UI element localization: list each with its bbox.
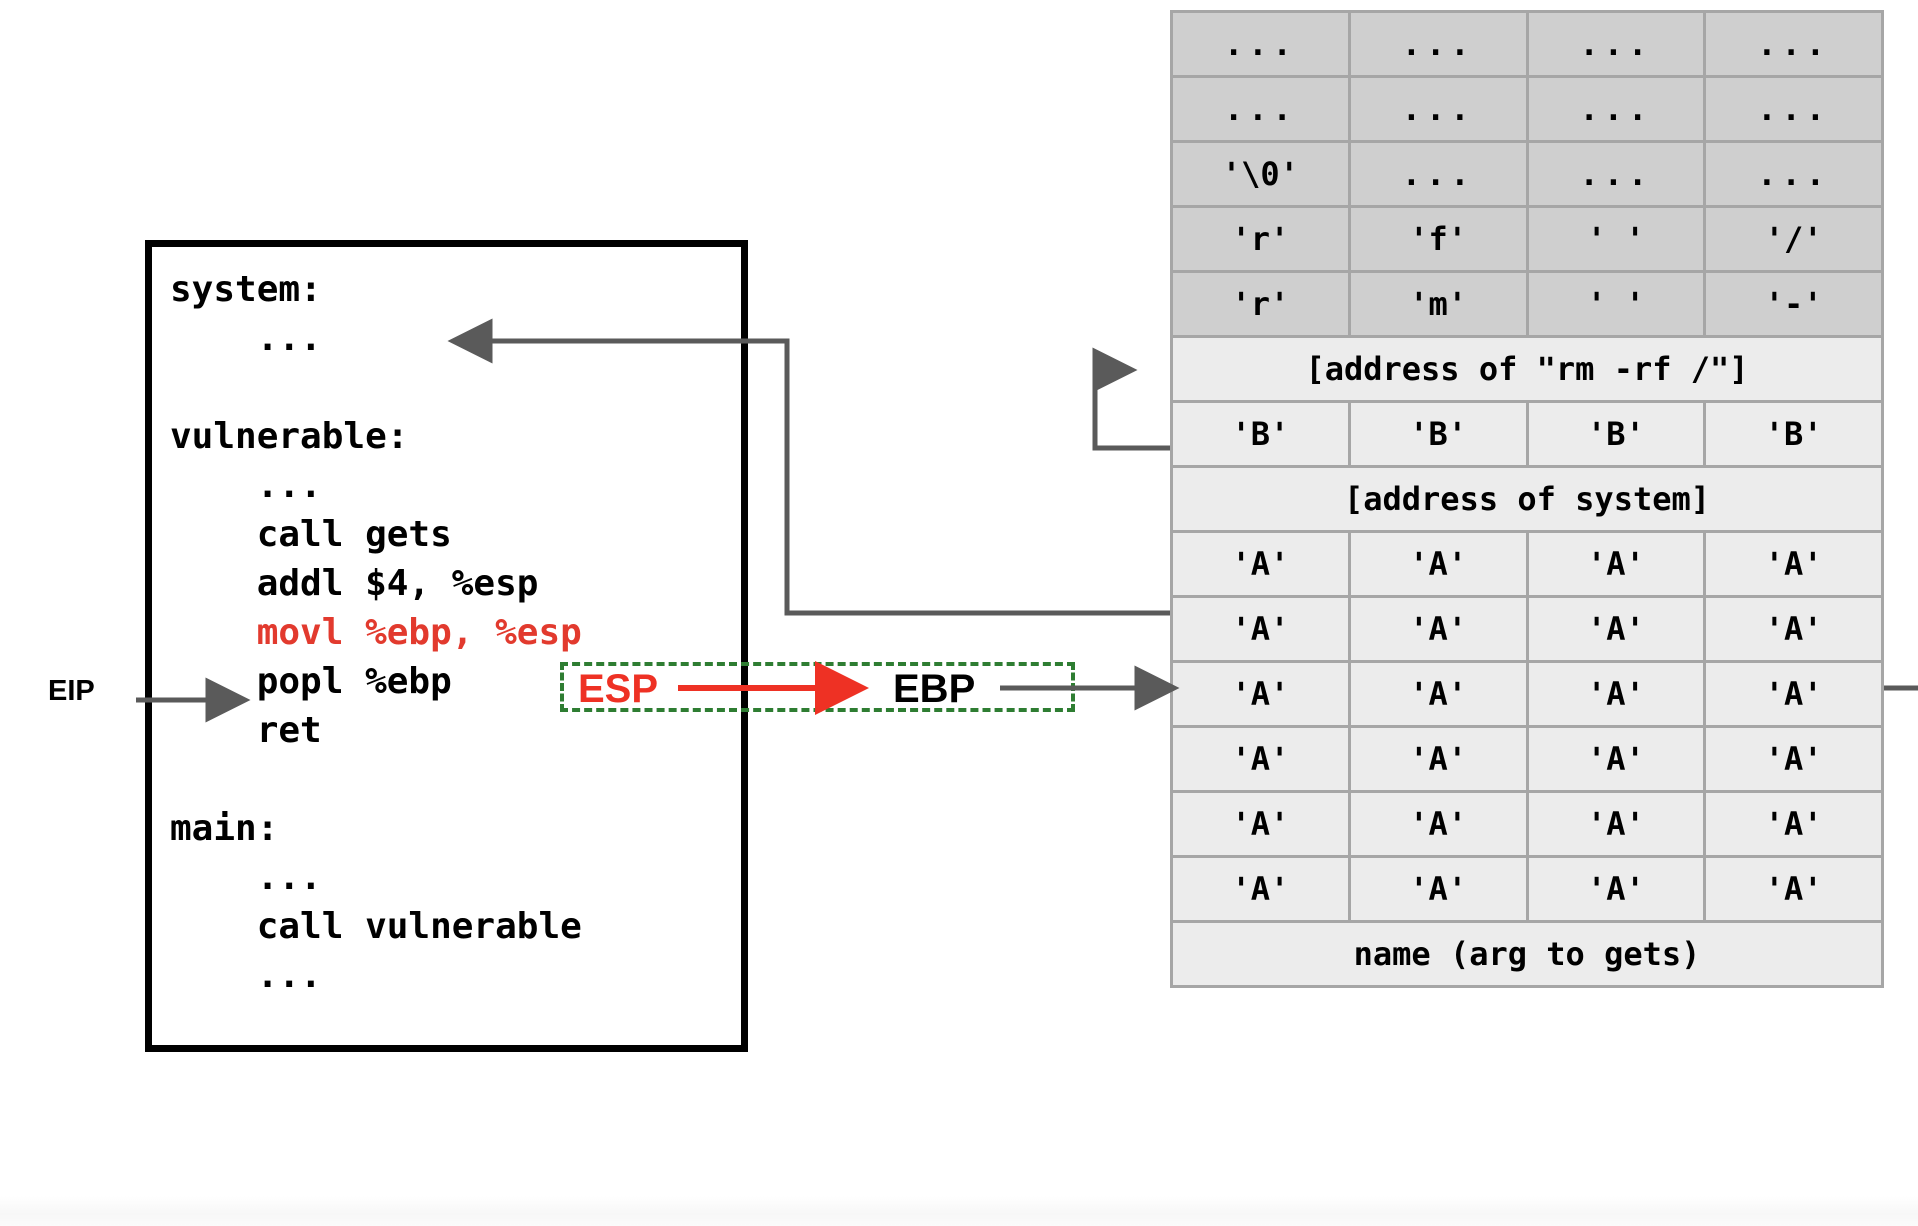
memory-row: [address of system]	[1170, 465, 1884, 533]
memory-row: 'A' 'A' 'A' 'A'	[1170, 725, 1884, 793]
memory-row: 'r''m' ' ' '-'	[1170, 270, 1884, 338]
memory-row: '\0'.........	[1170, 140, 1884, 208]
memory-cell: 'A'	[1703, 855, 1884, 923]
memory-row: 'A' 'A' 'A' 'A'	[1170, 855, 1884, 923]
memory-cell: ...	[1703, 10, 1884, 78]
memory-cell: 'B'	[1703, 400, 1884, 468]
memory-cell: 'A'	[1525, 790, 1707, 858]
code-line: call vulnerable	[170, 906, 582, 947]
memory-cell: ...	[1170, 10, 1351, 78]
memory-cell-span: [address of "rm -rf /"]	[1170, 335, 1884, 403]
code-line: ...	[170, 857, 322, 898]
code-line	[170, 363, 582, 412]
code-line: ...	[170, 955, 322, 996]
memory-cell: 'A'	[1347, 660, 1529, 728]
memory-cell: 'A'	[1170, 595, 1351, 663]
eip-register-label: EIP	[48, 675, 95, 707]
memory-cell: 'A'	[1170, 660, 1351, 728]
memory-row: ............	[1170, 10, 1884, 78]
ebp-register-label: EBP	[893, 667, 976, 711]
memory-cell: 'A'	[1525, 595, 1707, 663]
memory-cell: ...	[1525, 140, 1707, 208]
string-address-wire	[1092, 347, 1170, 451]
memory-cell: ...	[1170, 75, 1351, 143]
memory-cell: 'A'	[1703, 530, 1884, 598]
memory-cell: 'B'	[1170, 400, 1351, 468]
memory-cell: 'A'	[1170, 790, 1351, 858]
code-line: vulnerable:	[170, 416, 409, 457]
memory-cell: 'm'	[1347, 270, 1529, 338]
memory-cell: ...	[1703, 140, 1884, 208]
memory-cell: '-'	[1703, 270, 1884, 338]
memory-cell: 'A'	[1525, 530, 1707, 598]
memory-cell: 'A'	[1170, 530, 1351, 598]
memory-cell: 'A'	[1170, 725, 1351, 793]
memory-cell: '\0'	[1170, 140, 1351, 208]
memory-row: 'B' 'B' 'B' 'B'	[1170, 400, 1884, 468]
code-line: main:	[170, 808, 279, 849]
code-line: ret	[170, 710, 322, 751]
memory-cell: ' '	[1525, 270, 1707, 338]
bottom-gradient-band	[0, 1196, 1918, 1226]
memory-row: 'A' 'A' 'A' 'A'	[1170, 790, 1884, 858]
memory-cell: ...	[1703, 75, 1884, 143]
memory-cell: ...	[1525, 10, 1707, 78]
code-line: call gets	[170, 514, 452, 555]
memory-row: 'r''f' ' ' '/'	[1170, 205, 1884, 273]
code-line: popl %ebp	[170, 661, 452, 702]
memory-cell: ...	[1525, 75, 1707, 143]
memory-row: ............	[1170, 75, 1884, 143]
memory-cell: 'A'	[1347, 595, 1529, 663]
memory-cell: 'f'	[1347, 205, 1529, 273]
memory-cell: 'r'	[1170, 205, 1351, 273]
memory-cell: ...	[1347, 10, 1529, 78]
memory-row: 'A' 'A' 'A' 'A'	[1170, 660, 1884, 728]
memory-cell-span: [address of system]	[1170, 465, 1884, 533]
memory-cell: 'A'	[1703, 595, 1884, 663]
memory-row: [address of "rm -rf /"]	[1170, 335, 1884, 403]
memory-cell: '/'	[1703, 205, 1884, 273]
memory-row: 'A' 'A' 'A' 'A'	[1170, 530, 1884, 598]
memory-cell: 'A'	[1347, 790, 1529, 858]
memory-row: name (arg to gets)	[1170, 920, 1884, 988]
memory-row: 'A' 'A' 'A' 'A'	[1170, 595, 1884, 663]
memory-cell: 'A'	[1347, 855, 1529, 923]
code-line: ...	[170, 318, 322, 359]
memory-cell: 'A'	[1347, 530, 1529, 598]
memory-cell: 'A'	[1170, 855, 1351, 923]
memory-cell: 'B'	[1347, 400, 1529, 468]
memory-cell: 'A'	[1525, 725, 1707, 793]
memory-cell: 'r'	[1170, 270, 1351, 338]
stack-memory-table: ........................ '\0'.........'r'…	[1170, 10, 1884, 988]
memory-cell: ...	[1347, 140, 1529, 208]
memory-cell: 'B'	[1525, 400, 1707, 468]
memory-cell: 'A'	[1703, 660, 1884, 728]
memory-cell-span: name (arg to gets)	[1170, 920, 1884, 988]
memory-cell: 'A'	[1703, 790, 1884, 858]
code-line: system:	[170, 269, 322, 310]
code-line: ...	[170, 465, 322, 506]
code-line	[170, 755, 582, 804]
memory-cell: 'A'	[1703, 725, 1884, 793]
code-line: movl %ebp, %esp	[170, 612, 582, 653]
memory-cell: ' '	[1525, 205, 1707, 273]
code-line: addl $4, %esp	[170, 563, 539, 604]
memory-cell: 'A'	[1347, 725, 1529, 793]
memory-cell: 'A'	[1525, 660, 1707, 728]
assembly-code-listing: system: ... vulnerable: ... call gets ad…	[170, 265, 582, 1000]
memory-cell: ...	[1347, 75, 1529, 143]
esp-register-label: ESP	[578, 667, 659, 711]
memory-cell: 'A'	[1525, 855, 1707, 923]
